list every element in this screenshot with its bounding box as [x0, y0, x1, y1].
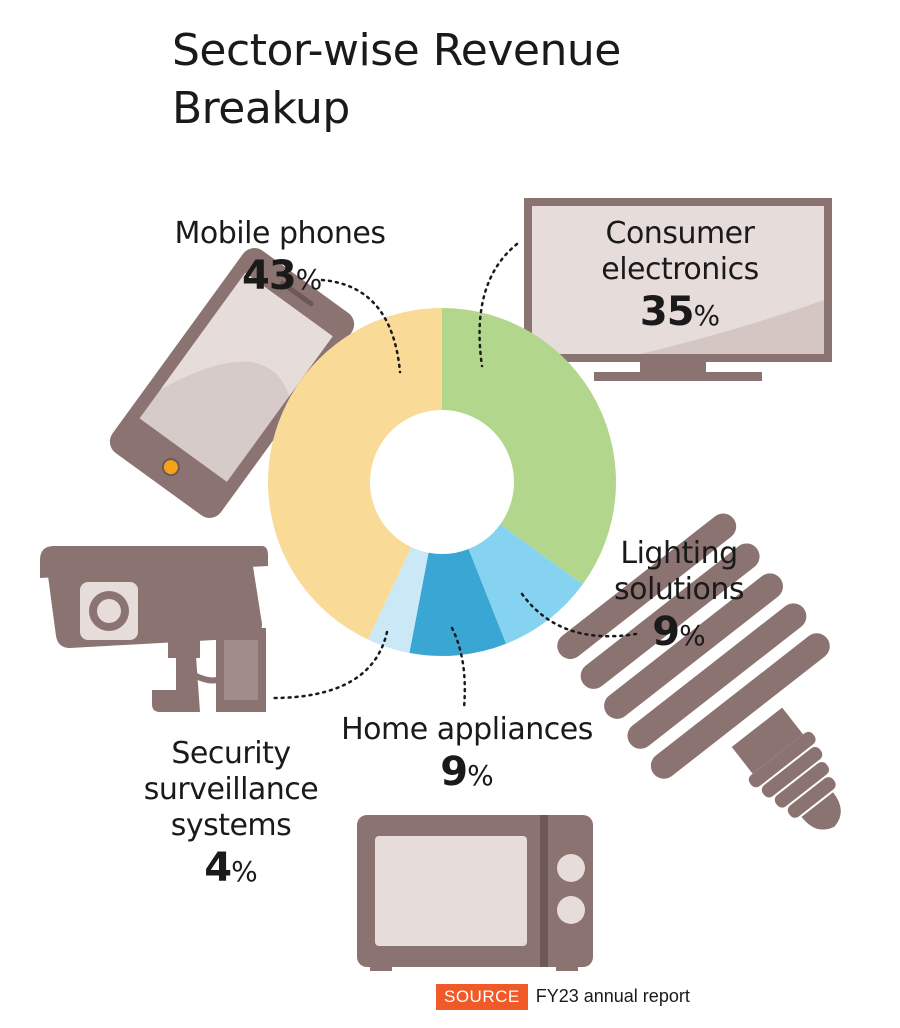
label-security-value: 4% [136, 844, 326, 896]
donut-slice-consumer-electronics [442, 308, 616, 585]
smartphone-icon [109, 248, 355, 518]
consumer-value-number: 35 [639, 289, 695, 335]
cctv-wall-plate-inner [224, 640, 258, 700]
light-bulb-icon [557, 513, 841, 830]
leader-security [270, 630, 389, 700]
home-value-symbol: % [467, 759, 494, 792]
label-lighting-line-1: Lighting [620, 536, 738, 571]
microwave-door [375, 836, 527, 946]
cctv-arm [152, 656, 200, 712]
cctv-lens [97, 599, 121, 623]
chart-title-line-1: Sector-wise Revenue [172, 25, 621, 76]
microwave-icon [357, 815, 593, 971]
leader-home [450, 626, 467, 710]
television-base [594, 372, 762, 381]
label-lighting-value: 9% [596, 608, 762, 660]
donut-chart [268, 308, 616, 656]
label-home-appliances: Home appliances 9% [336, 712, 598, 800]
chart-title-line-2: Breakup [172, 83, 350, 134]
smartphone-home-button [161, 458, 180, 477]
label-mobile-text: Mobile phones [174, 216, 386, 251]
smartphone-speaker [280, 280, 314, 307]
label-home-text: Home appliances [341, 712, 593, 747]
leader-lighting [520, 592, 638, 638]
cctv-hood [40, 546, 268, 578]
label-mobile-value: 43% [162, 252, 398, 304]
security-value-number: 4 [204, 845, 232, 891]
label-lighting-line-2: solutions [614, 572, 744, 607]
donut-slice-mobile-phones [268, 308, 442, 640]
cctv-neck [168, 640, 200, 658]
consumer-value-symbol: % [693, 299, 721, 332]
label-security-line-1: Security [171, 736, 291, 771]
label-lighting-solutions: Lighting solutions 9% [596, 536, 762, 660]
label-consumer-line-2: electronics [601, 252, 759, 287]
bulb-tubes [557, 513, 830, 779]
leader-consumer [478, 242, 519, 368]
lighting-value-number: 9 [652, 609, 680, 655]
label-consumer-electronics: Consumer electronics 35% [570, 216, 790, 340]
security-value-symbol: % [231, 855, 258, 888]
microwave-divider [540, 815, 548, 967]
label-home-value: 9% [336, 748, 598, 800]
microwave-knob-bottom [557, 896, 585, 924]
bulb-collar [731, 707, 804, 774]
chart-title: Sector-wise Revenue Breakup [172, 22, 732, 138]
source-text: FY23 annual report [535, 986, 690, 1006]
smartphone-screen-shade [160, 272, 333, 397]
donut-slice-home-appliances [409, 548, 507, 656]
microwave-foot-left [370, 965, 392, 971]
donut-slice-security-surveillance-systems [367, 547, 429, 653]
label-security-line-2: surveillance [143, 772, 319, 807]
mobile-value-number: 43 [242, 253, 297, 299]
source-tag: SOURCE [436, 984, 528, 1010]
cctv-camera-icon [40, 546, 268, 712]
label-consumer-value: 35% [570, 288, 790, 340]
microwave-foot-right [556, 965, 578, 971]
lighting-value-symbol: % [679, 619, 706, 652]
television-screen-shade [640, 300, 824, 354]
television-icon [524, 198, 832, 381]
donut-slice-lighting-solutions [468, 524, 583, 644]
label-mobile-phones: Mobile phones 43% [162, 216, 398, 304]
bulb-base [748, 731, 841, 830]
home-value-number: 9 [440, 749, 468, 795]
television-stand [640, 362, 706, 372]
label-security-surveillance: Security surveillance systems 4% [136, 736, 326, 896]
label-consumer-line-1: Consumer [605, 216, 755, 251]
source-note: SOURCE FY23 annual report [436, 983, 690, 1010]
leader-mobile [320, 278, 402, 374]
label-security-line-3: systems [170, 808, 292, 843]
mobile-value-symbol: % [295, 263, 323, 296]
leader-lines [270, 242, 638, 710]
microwave-knob-top [557, 854, 585, 882]
